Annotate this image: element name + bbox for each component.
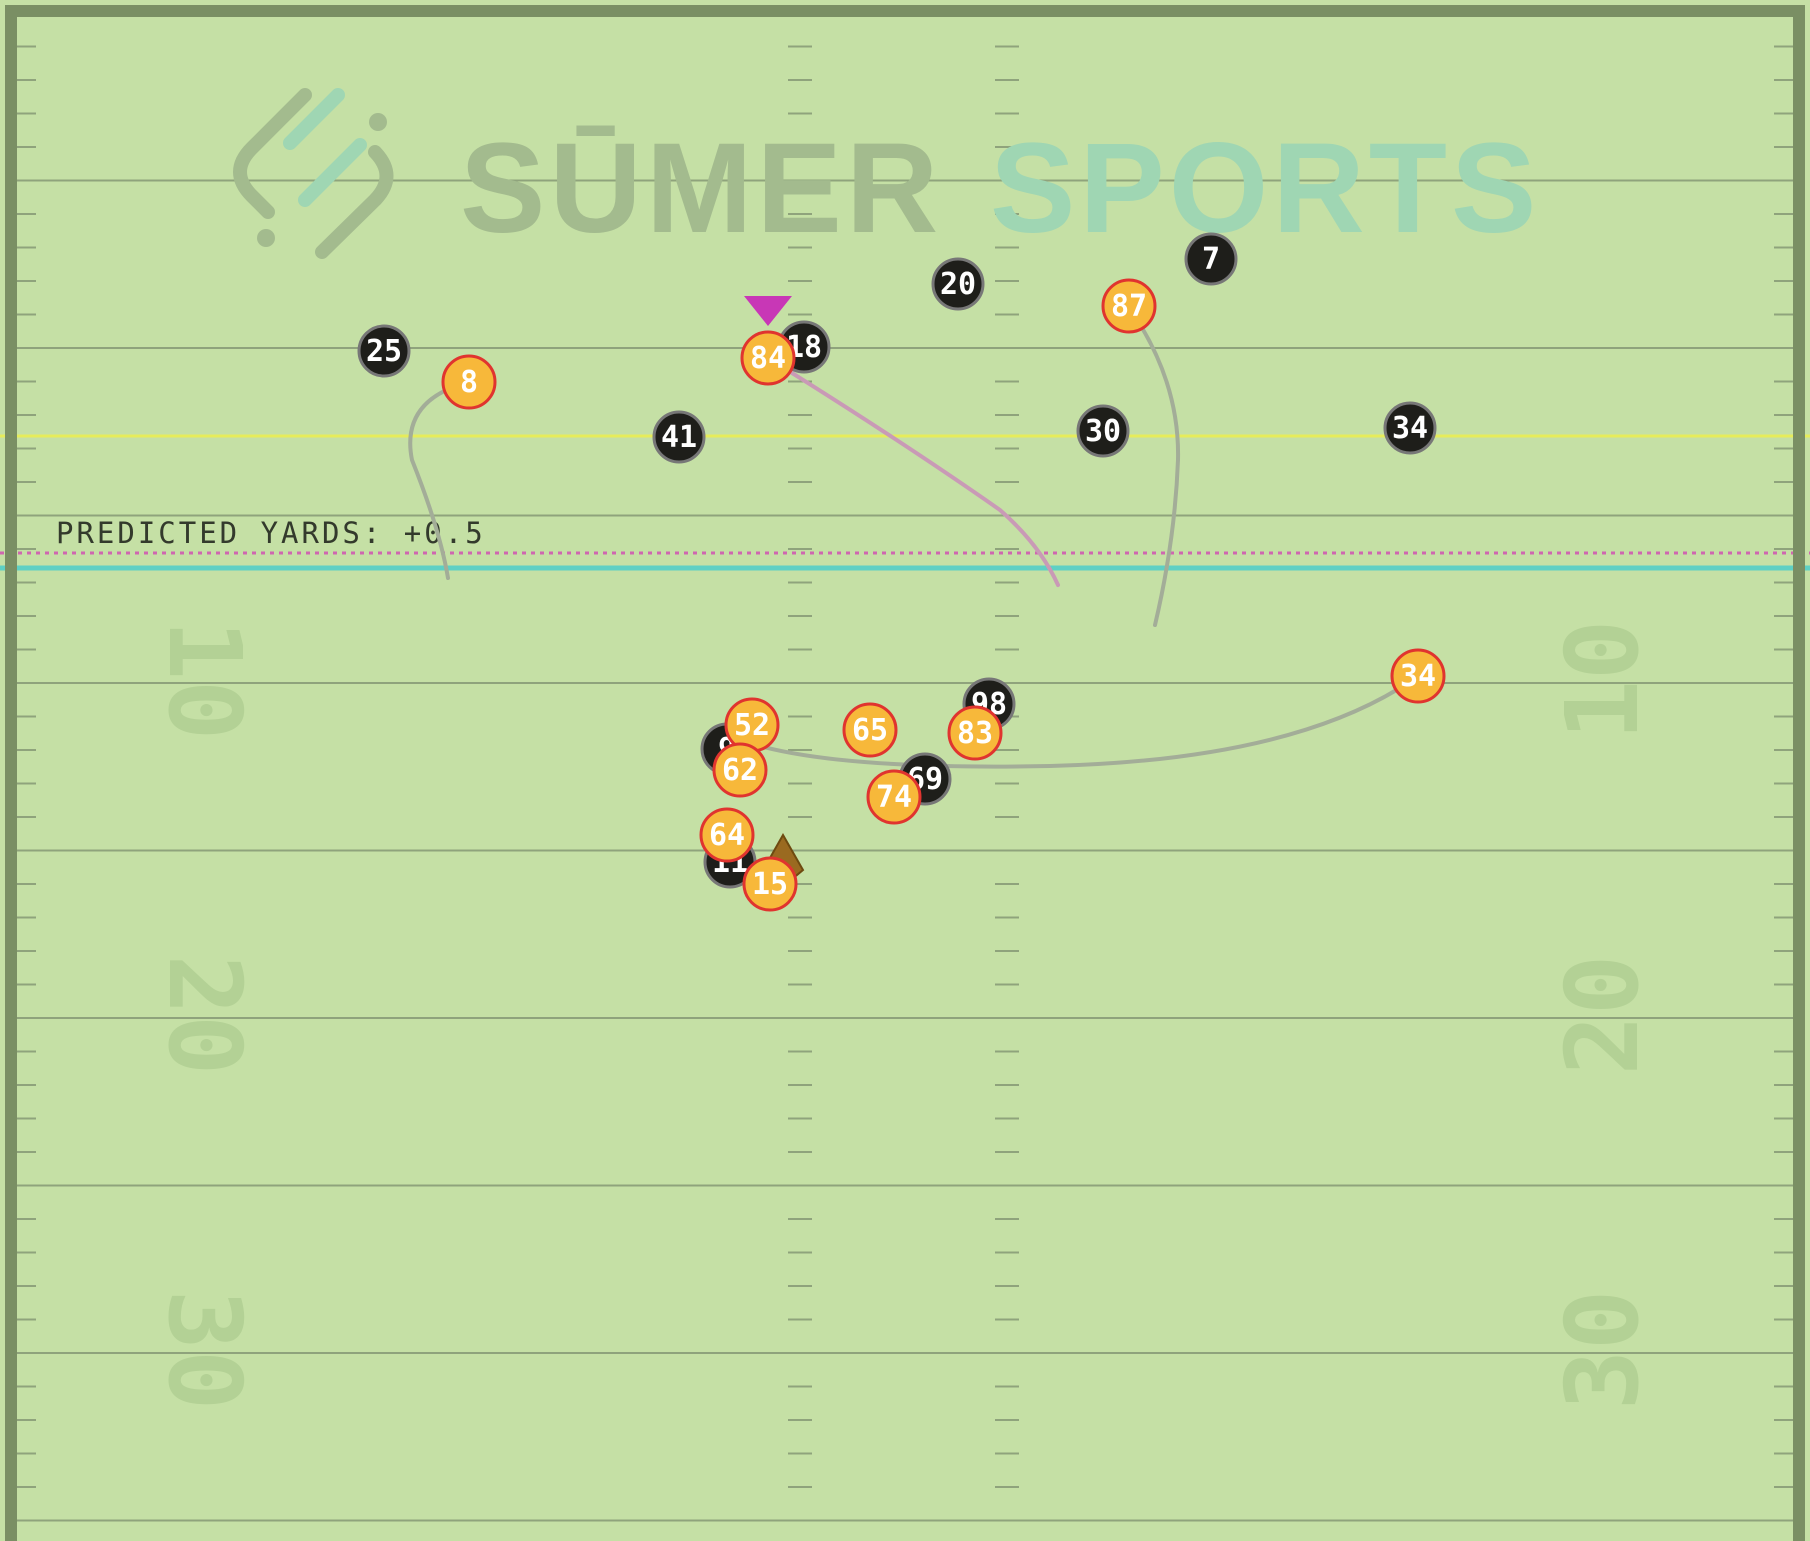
offense-player-62[interactable]: 62: [712, 742, 768, 798]
logo-word-sumer: SŪMER: [460, 117, 942, 260]
offense-player-83-number: 83: [957, 716, 993, 751]
yard-number-left-10: 10: [146, 620, 263, 740]
offense-player-84[interactable]: 84: [740, 330, 796, 386]
hash-marks: [16, 45, 1794, 1488]
predicted-yards-label: PREDICTED YARDS: +0.5: [56, 516, 486, 550]
defense-player-30[interactable]: 30: [1076, 404, 1130, 458]
defense-player-20-number: 20: [940, 267, 976, 302]
offense-player-64[interactable]: 64: [699, 807, 755, 863]
offense-player-64-number: 64: [709, 818, 745, 853]
yard-number-right-20: 20: [1544, 955, 1661, 1075]
yard-lines: [16, 179, 1794, 1522]
offense-player-52[interactable]: 52: [724, 697, 780, 753]
yard-number-left-30: 30: [146, 1290, 263, 1410]
defense-player-41[interactable]: 41: [652, 410, 706, 464]
defense-player-20[interactable]: 20: [931, 257, 985, 311]
logo-word-sports: SPORTS: [990, 117, 1540, 260]
defense-player-30-number: 30: [1085, 414, 1121, 449]
route-offense-84-highlight: [766, 356, 1060, 587]
defense-player-7[interactable]: 7: [1184, 232, 1238, 286]
yard-number-right-30: 30: [1544, 1290, 1661, 1410]
offense-player-62-number: 62: [722, 753, 758, 788]
yard-numbers: 10 20 30 10 20 30: [146, 620, 1661, 1410]
offense-player-87[interactable]: 87: [1101, 278, 1157, 334]
defense-player-34[interactable]: 34: [1383, 401, 1437, 455]
target-marker-icon: [744, 296, 792, 326]
defense-player-34-number: 34: [1392, 411, 1428, 446]
route-offense-34: [758, 674, 1420, 769]
offense-player-34-number: 34: [1400, 659, 1436, 694]
player-routes: [408, 304, 1420, 769]
offense-player-15-number: 15: [752, 867, 788, 902]
offense-player-8[interactable]: 8: [441, 354, 497, 410]
offense-player-15[interactable]: 15: [742, 856, 798, 912]
offense-player-74-number: 74: [876, 780, 912, 815]
offense-player-34[interactable]: 34: [1390, 648, 1446, 704]
offense-player-84-number: 84: [750, 341, 786, 376]
sumer-sports-logo: SŪMER SPORTS: [233, 88, 1540, 260]
defense-player-25[interactable]: 25: [357, 324, 411, 378]
defense-player-7-number: 7: [1202, 242, 1220, 277]
yard-number-right-10: 10: [1544, 620, 1661, 740]
offense-players: 8 84 87 34 52 65 83 62 74 64 15: [441, 278, 1446, 912]
field-border: [5, 5, 1805, 1541]
offense-player-8-number: 8: [460, 365, 478, 400]
offense-player-65[interactable]: 65: [842, 702, 898, 758]
offense-player-65-number: 65: [852, 713, 888, 748]
route-offense-87: [1126, 304, 1181, 627]
offense-player-74[interactable]: 74: [866, 769, 922, 825]
offense-player-52-number: 52: [734, 708, 770, 743]
offense-player-87-number: 87: [1111, 289, 1147, 324]
logo-mark-icon: [233, 88, 394, 259]
route-offense-8: [408, 380, 471, 580]
yard-number-left-20: 20: [146, 955, 263, 1075]
offense-player-83[interactable]: 83: [947, 705, 1003, 761]
defense-player-25-number: 25: [366, 334, 402, 369]
defense-player-41-number: 41: [661, 420, 697, 455]
